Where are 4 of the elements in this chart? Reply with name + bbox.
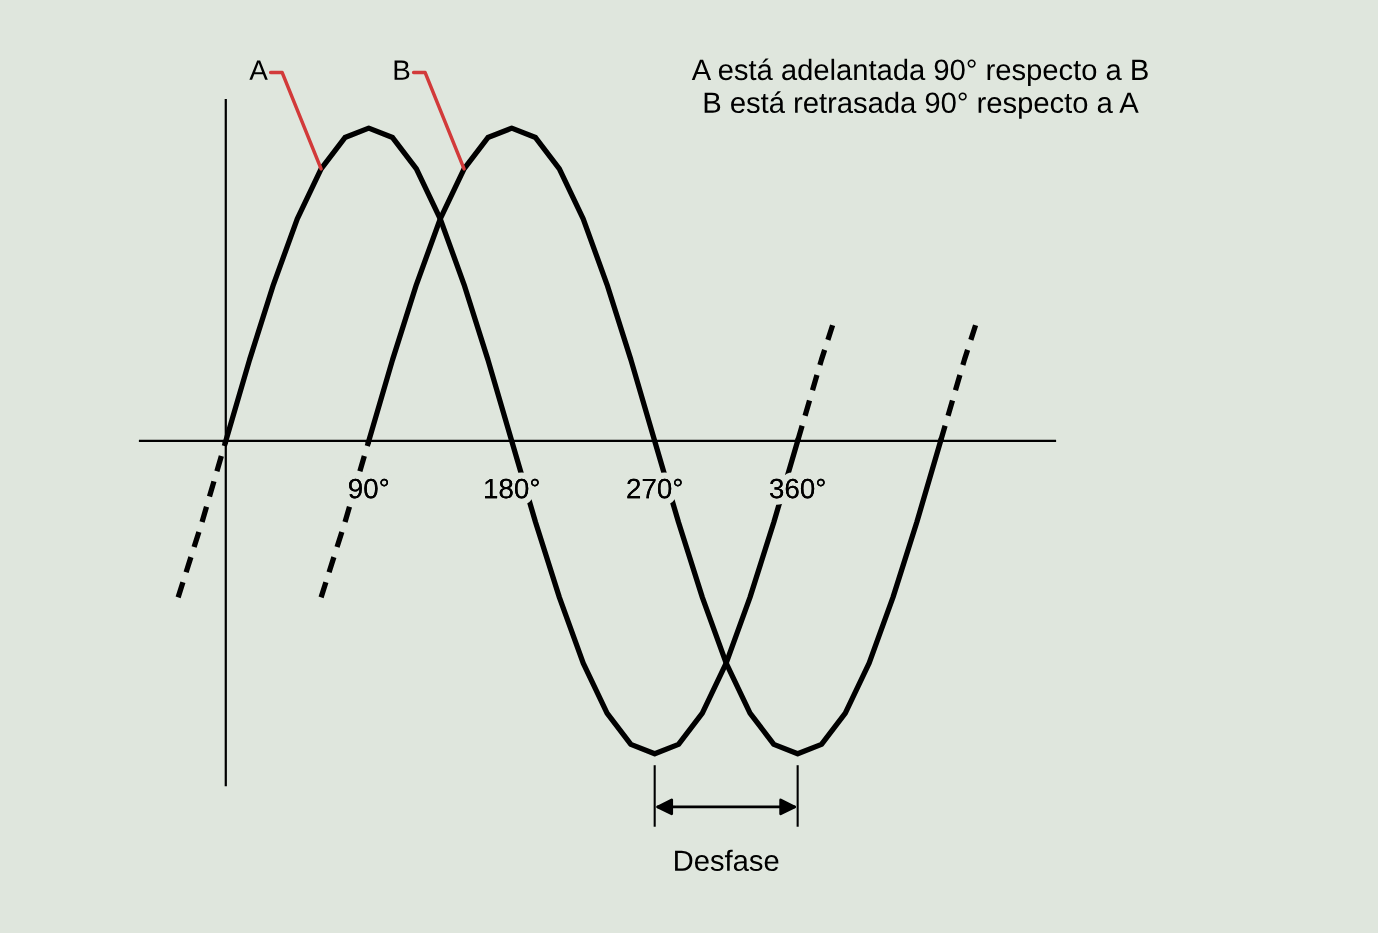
text: A está adelantada 90° respecto a B B está retrasada 90° respecto a A: [691, 58, 1148, 119]
text: A: [249, 60, 268, 80]
text: Desfase: [675, 849, 779, 872]
text: B: [394, 60, 410, 80]
